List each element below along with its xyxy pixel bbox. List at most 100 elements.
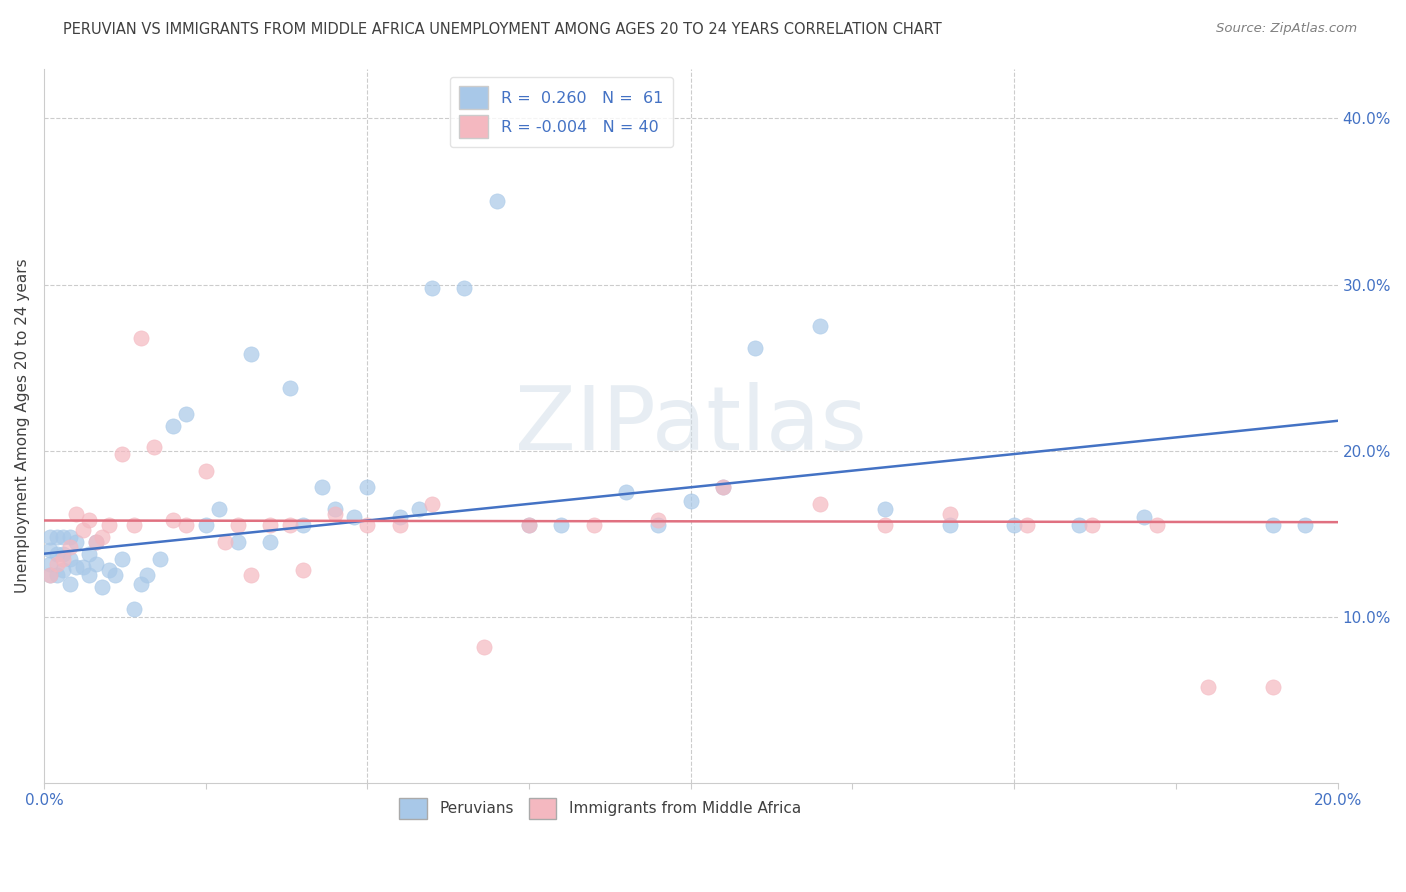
Point	[711, 480, 734, 494]
Point	[91, 530, 114, 544]
Point	[938, 507, 960, 521]
Point	[52, 530, 75, 544]
Point	[647, 514, 669, 528]
Point	[207, 501, 229, 516]
Point	[65, 560, 87, 574]
Point	[278, 380, 301, 394]
Point	[39, 568, 62, 582]
Point	[52, 547, 75, 561]
Point	[388, 510, 411, 524]
Point	[124, 518, 146, 533]
Point	[72, 524, 94, 538]
Point	[149, 551, 172, 566]
Point	[356, 518, 378, 533]
Point	[39, 568, 62, 582]
Point	[291, 518, 314, 533]
Point	[1132, 510, 1154, 524]
Point	[84, 535, 107, 549]
Point	[259, 518, 281, 533]
Point	[472, 640, 495, 654]
Point	[356, 480, 378, 494]
Point	[873, 501, 896, 516]
Point	[194, 518, 217, 533]
Point	[343, 510, 366, 524]
Point	[453, 281, 475, 295]
Point	[1197, 680, 1219, 694]
Point	[388, 518, 411, 533]
Point	[129, 331, 152, 345]
Point	[91, 580, 114, 594]
Point	[52, 551, 75, 566]
Point	[311, 480, 333, 494]
Text: Source: ZipAtlas.com: Source: ZipAtlas.com	[1216, 22, 1357, 36]
Text: PERUVIAN VS IMMIGRANTS FROM MIDDLE AFRICA UNEMPLOYMENT AMONG AGES 20 TO 24 YEARS: PERUVIAN VS IMMIGRANTS FROM MIDDLE AFRIC…	[63, 22, 942, 37]
Point	[110, 447, 132, 461]
Point	[291, 563, 314, 577]
Point	[59, 530, 82, 544]
Point	[214, 535, 236, 549]
Point	[517, 518, 540, 533]
Text: ZIPatlas: ZIPatlas	[515, 383, 866, 469]
Point	[226, 518, 249, 533]
Point	[550, 518, 572, 533]
Point	[52, 563, 75, 577]
Point	[614, 485, 637, 500]
Point	[65, 507, 87, 521]
Point	[77, 514, 100, 528]
Point	[808, 319, 831, 334]
Point	[45, 568, 67, 582]
Point	[45, 530, 67, 544]
Point	[84, 535, 107, 549]
Point	[84, 557, 107, 571]
Y-axis label: Unemployment Among Ages 20 to 24 years: Unemployment Among Ages 20 to 24 years	[15, 259, 30, 593]
Point	[39, 530, 62, 544]
Point	[873, 518, 896, 533]
Point	[485, 194, 508, 209]
Point	[129, 576, 152, 591]
Point	[259, 535, 281, 549]
Point	[408, 501, 430, 516]
Point	[110, 551, 132, 566]
Point	[1002, 518, 1025, 533]
Point	[136, 568, 159, 582]
Point	[39, 543, 62, 558]
Point	[45, 547, 67, 561]
Point	[679, 493, 702, 508]
Point	[59, 576, 82, 591]
Point	[744, 341, 766, 355]
Point	[1261, 680, 1284, 694]
Point	[97, 563, 120, 577]
Point	[194, 464, 217, 478]
Point	[711, 480, 734, 494]
Point	[162, 514, 184, 528]
Point	[226, 535, 249, 549]
Point	[239, 568, 262, 582]
Point	[278, 518, 301, 533]
Point	[39, 557, 62, 571]
Point	[77, 568, 100, 582]
Point	[1017, 518, 1039, 533]
Point	[517, 518, 540, 533]
Point	[77, 547, 100, 561]
Point	[420, 281, 443, 295]
Point	[72, 560, 94, 574]
Point	[142, 441, 165, 455]
Point	[938, 518, 960, 533]
Point	[174, 407, 197, 421]
Point	[647, 518, 669, 533]
Point	[420, 497, 443, 511]
Point	[65, 535, 87, 549]
Legend: Peruvians, Immigrants from Middle Africa: Peruvians, Immigrants from Middle Africa	[394, 791, 807, 825]
Point	[1261, 518, 1284, 533]
Point	[45, 557, 67, 571]
Point	[59, 540, 82, 554]
Point	[1067, 518, 1090, 533]
Point	[1146, 518, 1168, 533]
Point	[239, 347, 262, 361]
Point	[323, 507, 346, 521]
Point	[162, 418, 184, 433]
Point	[174, 518, 197, 533]
Point	[97, 518, 120, 533]
Point	[1294, 518, 1316, 533]
Point	[1081, 518, 1104, 533]
